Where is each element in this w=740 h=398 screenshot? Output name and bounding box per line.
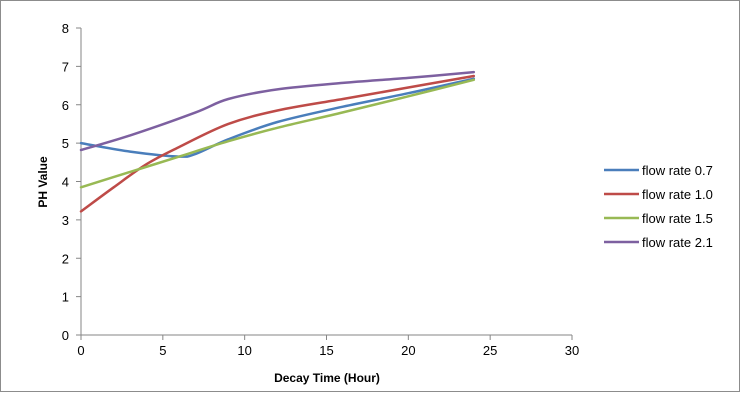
series-layer (79, 70, 476, 213)
legend-label: flow rate 1.5 (642, 211, 713, 226)
x-tick-label: 30 (565, 343, 579, 358)
y-tick-label: 4 (62, 175, 69, 190)
legend-label: flow rate 0.7 (642, 163, 713, 178)
x-tick-label: 10 (237, 343, 251, 358)
series-line-flow-rate-1-0 (79, 74, 476, 213)
y-tick-label: 3 (62, 213, 69, 228)
y-tick-label: 0 (62, 328, 69, 343)
axes (80, 28, 572, 336)
y-tick-label: 5 (62, 136, 69, 151)
legend-label: flow rate 1.0 (642, 187, 713, 202)
x-tick-label: 25 (483, 343, 497, 358)
x-tick-label: 5 (159, 343, 166, 358)
y-tick-label: 6 (62, 98, 69, 113)
series-line-flow-rate-1-5 (79, 78, 476, 189)
x-tick-label: 15 (319, 343, 333, 358)
y-axis-title: PH Value (36, 156, 50, 208)
series-line-flow-rate-2-1 (79, 70, 476, 152)
y-tick-label: 2 (62, 251, 69, 266)
x-axis-title: Decay Time (Hour) (274, 371, 380, 385)
x-tick-label: 20 (401, 343, 415, 358)
legend: flow rate 0.7 flow rate 1.0 flow rate 1.5 f… (604, 163, 713, 250)
y-tick-label: 1 (62, 290, 69, 305)
y-axis-ticks: 0 1 2 3 4 5 6 7 8 (62, 21, 81, 343)
legend-label: flow rate 2.1 (642, 235, 713, 250)
y-tick-label: 7 (62, 59, 69, 74)
x-axis-ticks: 0 5 10 15 20 25 30 (77, 335, 579, 358)
x-tick-label: 0 (77, 343, 84, 358)
y-tick-label: 8 (62, 21, 69, 36)
series-line-flow-rate-0-7 (79, 77, 476, 158)
